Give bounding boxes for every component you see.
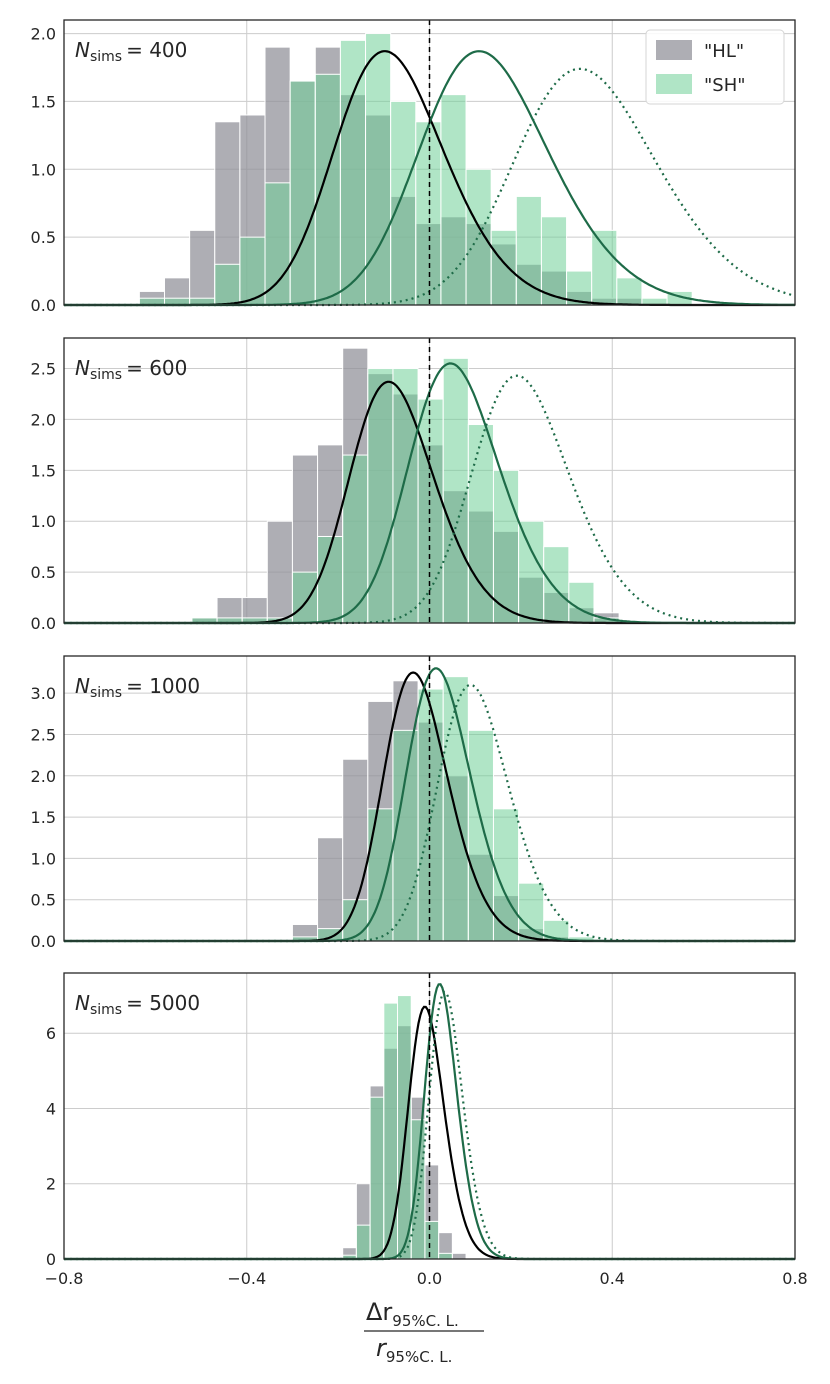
x-tick-label: −0.8 [45, 1269, 84, 1288]
hist-bar-sh [415, 121, 442, 306]
hist-bar-sh [339, 39, 367, 306]
y-tick-label: 6 [46, 1024, 56, 1043]
legend-swatch-sh [656, 74, 692, 94]
hist-bar-sh [264, 182, 291, 306]
hist-bar-hl [317, 837, 344, 942]
y-tick-label: 2 [46, 1175, 56, 1194]
panel-title: Nsims = 5000 [75, 991, 200, 1018]
hist-bar-sh [467, 424, 494, 624]
hist-bar-sh [410, 1119, 426, 1260]
hist-bar-sh [442, 357, 469, 624]
hist-bar-sh [392, 729, 419, 942]
hist-bar-sh [518, 520, 545, 624]
y-tick-label: 0.5 [31, 228, 56, 247]
y-tick-label: 2.5 [31, 360, 56, 379]
legend-label-hl: "HL" [704, 41, 744, 62]
hist-bar-sh [365, 33, 392, 306]
y-tick-label: 0.0 [31, 296, 56, 315]
hist-bar-sh [465, 168, 492, 306]
hist-bar-hl [266, 520, 293, 624]
y-tick-label: 2.0 [31, 410, 56, 429]
y-tick-label: 1.0 [31, 160, 56, 179]
x-tick-label: 0.0 [417, 1269, 442, 1288]
y-tick-label: 0.5 [31, 563, 56, 582]
y-tick-label: 4 [46, 1099, 56, 1118]
y-tick-label: 0.0 [31, 614, 56, 633]
panel-title: Nsims = 1000 [75, 674, 200, 701]
y-tick-label: 0.5 [31, 891, 56, 910]
y-tick-label: 2.5 [31, 725, 56, 744]
legend: "HL" "SH" [645, 29, 785, 105]
hist-bar-sh [291, 571, 319, 624]
hist-bar-sh [568, 581, 595, 624]
hist-bar-sh [342, 454, 369, 624]
panel-nsims-600: 0.0 0.5 1.0 1.5 2.0 2.5 Nsims = 600 [31, 337, 796, 633]
panel-title: Nsims = 600 [75, 356, 187, 383]
y-tick-label: 1.0 [31, 512, 56, 531]
hist-bar-sh [591, 229, 618, 306]
y-tick-label: 1.5 [31, 808, 56, 827]
x-tick-label: −0.4 [227, 1269, 266, 1288]
panel-title: Nsims = 400 [75, 38, 187, 65]
hist-bar-sh [314, 73, 341, 306]
y-tick-label: 0.0 [31, 932, 56, 951]
axes-frame [63, 972, 796, 1260]
hist-bar-sh [214, 263, 241, 306]
hist-bar-sh [390, 100, 417, 306]
hist-bar-sh [438, 1252, 453, 1260]
hist-bar-sh [518, 882, 545, 942]
x-tick-label: 0.4 [600, 1269, 625, 1288]
y-tick-label: 2.0 [31, 767, 56, 786]
x-axis-ticks: −0.8 −0.4 0.0 0.4 0.8 [45, 1269, 808, 1288]
hist-bar-sh [424, 1220, 440, 1260]
hist-bar-sh [616, 277, 643, 306]
hist-bar-hl [451, 1252, 467, 1260]
hist-bar-sh [289, 80, 316, 306]
y-tick-label: 0 [46, 1250, 56, 1269]
panel-nsims-1000: 0.0 0.5 1.0 1.5 2.0 2.5 3.0 Nsims = 1000 [31, 655, 796, 951]
x-axis-label: Δr95%C. L. r95%C. L. [364, 1298, 484, 1366]
hist-bar-sh [383, 1002, 399, 1260]
hist-bar-sh [492, 469, 520, 624]
y-tick-label: 1.5 [31, 92, 56, 111]
x-label-denominator: r95%C. L. [376, 1334, 452, 1366]
y-tick-label: 1.0 [31, 849, 56, 868]
panel-nsims-400: 0.0 0.5 1.0 1.5 2.0 Nsims = 400 "HL" "SH" [31, 19, 796, 315]
hist-bar-sh [397, 995, 412, 1260]
y-tick-label: 3.0 [31, 684, 56, 703]
hist-bar-sh [515, 195, 542, 306]
y-tick-label: 2.0 [31, 25, 56, 44]
axes-frame [63, 337, 796, 624]
x-label-numerator: Δr95%C. L. [366, 1298, 459, 1330]
hist-bar-sh [392, 368, 419, 624]
hist-bar-hl [189, 229, 216, 306]
x-tick-label: 0.8 [782, 1269, 807, 1288]
hist-bar-sh [369, 1096, 385, 1260]
legend-swatch-hl [656, 40, 692, 60]
y-tick-label: 1.5 [31, 461, 56, 480]
axes-frame [63, 19, 796, 306]
hist-bar-sh [355, 1224, 371, 1260]
hist-bar-sh [417, 688, 444, 942]
axes-frame [63, 655, 796, 942]
hist-bar-sh [543, 546, 570, 624]
legend-label-sh: "SH" [704, 75, 746, 96]
hist-bar-sh [367, 808, 394, 942]
hist-bar-sh [490, 229, 517, 306]
panel-nsims-5000: 0 2 4 6 Nsims = 5000 [46, 972, 796, 1269]
